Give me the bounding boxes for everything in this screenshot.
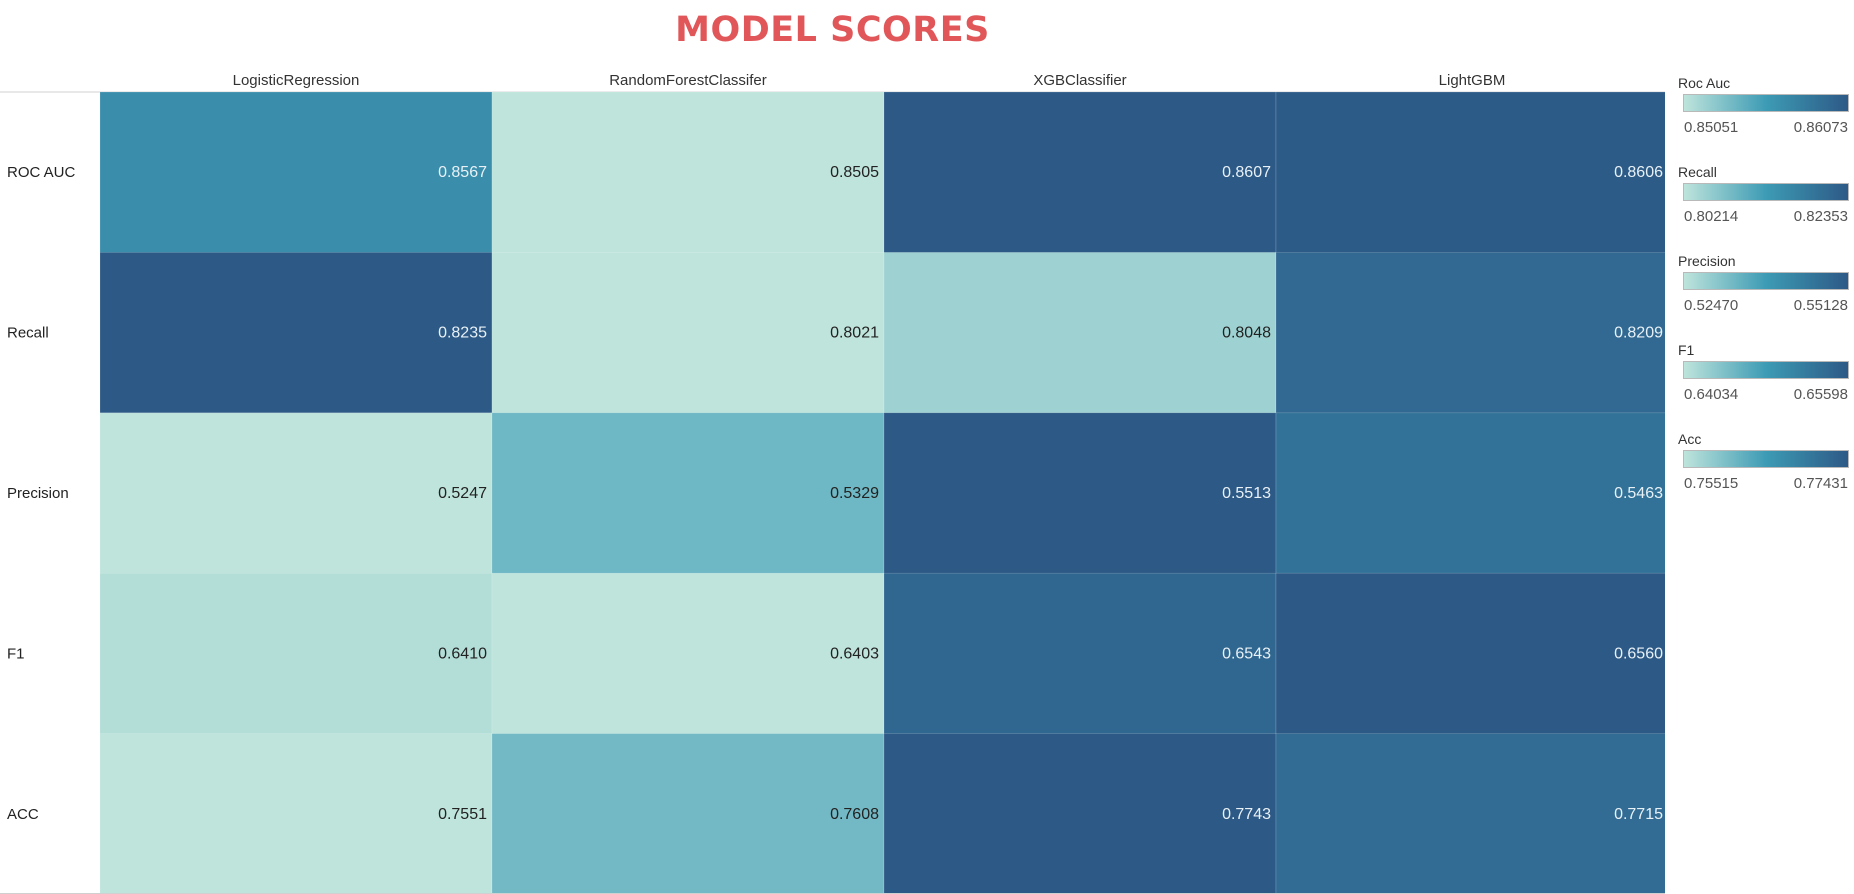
legend-title: Precision — [1678, 253, 1736, 269]
heatmap-cell — [1275, 733, 1665, 894]
legend-precision: Precision 0.52470 0.55128 — [1678, 252, 1854, 314]
cell-value-label: 0.5513 — [1222, 485, 1271, 502]
legend-min-label: 0.64034 — [1684, 386, 1739, 403]
row-label: Precision — [7, 485, 69, 502]
legend-f1: F1 0.64034 0.65598 — [1678, 341, 1854, 403]
legend-min-label: 0.52470 — [1684, 297, 1739, 314]
heatmap-cell — [99, 252, 493, 414]
legend-max-label: 0.65598 — [1793, 386, 1848, 403]
legend-acc: Acc 0.75515 0.77431 — [1678, 430, 1854, 492]
heatmap-cell — [491, 412, 885, 574]
legend-max-label: 0.55128 — [1793, 297, 1848, 314]
column-header: RandomForestClassifer — [609, 72, 767, 89]
cell-value-label: 0.7715 — [1614, 806, 1663, 823]
heatmap-cell — [99, 412, 493, 574]
cell-value-label: 0.7551 — [438, 806, 487, 823]
heatmap-cell — [883, 91, 1277, 254]
legend-max-label: 0.82353 — [1793, 208, 1848, 225]
legend-max-label: 0.77431 — [1793, 475, 1848, 492]
cell-value-label: 0.8607 — [1222, 164, 1271, 181]
legend-title: Recall — [1678, 164, 1717, 180]
legend-color-bar — [1683, 272, 1849, 290]
heatmap-cell — [491, 91, 885, 254]
heatmap-cell — [99, 733, 493, 894]
cell-value-label: 0.5463 — [1614, 485, 1663, 502]
heatmap-cell — [1275, 572, 1665, 735]
column-header: LightGBM — [1439, 72, 1506, 89]
legend-color-bar — [1683, 183, 1849, 201]
heatmap-cell — [883, 733, 1277, 894]
cell-value-label: 0.6560 — [1614, 645, 1663, 662]
row-label: F1 — [7, 645, 25, 662]
legend-color-bar — [1683, 361, 1849, 379]
legend-min-label: 0.75515 — [1684, 475, 1739, 492]
heatmap-chart: LogisticRegression RandomForestClassifer X… — [0, 72, 1665, 894]
cell-value-label: 0.5247 — [438, 485, 487, 502]
row-label: ACC — [7, 806, 39, 823]
legend-recall: Recall 0.80214 0.82353 — [1678, 163, 1854, 225]
cell-value-label: 0.8235 — [438, 325, 487, 342]
cell-value-label: 0.5329 — [830, 485, 879, 502]
heatmap-cell — [99, 91, 493, 254]
cell-value-label: 0.6403 — [830, 645, 879, 662]
heatmap-cell — [1275, 412, 1665, 574]
heatmap-cell — [883, 252, 1277, 414]
heatmap-cell — [1275, 252, 1665, 414]
heatmap-cell — [99, 572, 493, 735]
heatmap-cell — [491, 733, 885, 894]
legend-min-label: 0.80214 — [1684, 208, 1739, 225]
row-label: Recall — [7, 325, 49, 342]
legend-color-bar — [1683, 450, 1849, 468]
chart-title: MODEL SCORES — [675, 10, 990, 50]
legend-min-label: 0.85051 — [1684, 119, 1739, 136]
cell-value-label: 0.6543 — [1222, 645, 1271, 662]
cell-value-label: 0.7608 — [830, 806, 879, 823]
cell-value-label: 0.8048 — [1222, 325, 1271, 342]
legend-roc-auc: Roc Auc 0.85051 0.86073 — [1678, 74, 1854, 136]
legend-color-bar — [1683, 94, 1849, 112]
cell-value-label: 0.8209 — [1614, 325, 1663, 342]
cell-value-label: 0.6410 — [438, 645, 487, 662]
cell-value-label: 0.7743 — [1222, 806, 1271, 823]
cell-value-label: 0.8021 — [830, 325, 879, 342]
column-header: XGBClassifier — [1033, 72, 1126, 89]
heatmap-cell — [491, 572, 885, 735]
column-header: LogisticRegression — [233, 72, 360, 89]
heatmap-cell — [883, 412, 1277, 574]
heatmap-cell — [883, 572, 1277, 735]
legend-title: Roc Auc — [1678, 75, 1731, 91]
heatmap-cell — [491, 252, 885, 414]
legend-title: F1 — [1678, 342, 1695, 358]
heatmap-cell — [1275, 91, 1665, 254]
cell-value-label: 0.8606 — [1614, 164, 1663, 181]
legend-title: Acc — [1678, 431, 1702, 447]
cell-value-label: 0.8567 — [438, 164, 487, 181]
row-label: ROC AUC — [7, 164, 76, 181]
cell-value-label: 0.8505 — [830, 164, 879, 181]
legend-max-label: 0.86073 — [1793, 119, 1848, 136]
